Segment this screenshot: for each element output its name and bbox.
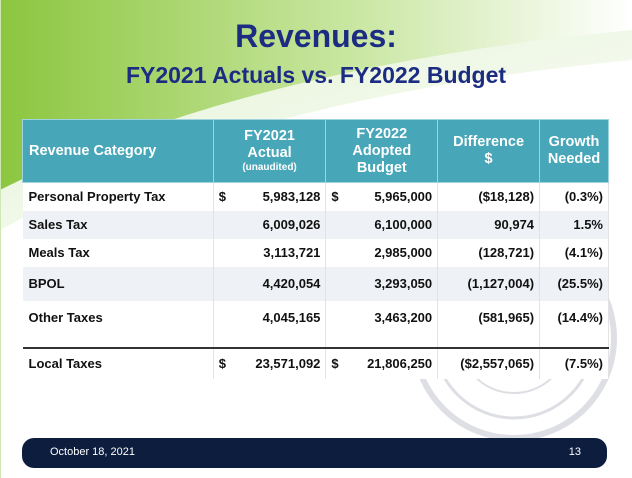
header-revenue-category: Revenue Category (22, 119, 214, 183)
row-fy2021-value: 5,983,128 (262, 189, 321, 205)
header-growth-line2: Needed (547, 151, 601, 167)
page-number: 13 (568, 446, 581, 458)
table-header-row: Revenue Category FY2021 Actual (unaudite… (22, 119, 609, 183)
row-category: Sales Tax (22, 210, 214, 239)
row-fy2022: $5,965,000 (325, 182, 439, 211)
total-category: Local Taxes (22, 347, 214, 379)
dollar-sign: $ (331, 189, 339, 205)
row-fy2021: $5,983,128 (213, 182, 327, 211)
row-fy2021-value: 3,113,721 (263, 245, 321, 260)
row-difference: ($18,128) (437, 182, 541, 211)
total-fy2022-value: 21,806,250 (367, 356, 433, 371)
row-growth: (4.1%) (539, 238, 609, 267)
spacer-cell (437, 334, 541, 349)
row-category: Personal Property Tax (22, 182, 214, 211)
header-fy2021-line2: Actual (247, 145, 292, 161)
row-difference: (581,965) (437, 300, 541, 335)
row-fy2022: 2,985,000 (325, 238, 439, 267)
row-growth: 1.5% (539, 210, 609, 239)
row-fy2021: 3,113,721 (213, 238, 327, 267)
row-fy2021-value: 6,009,026 (262, 217, 321, 232)
table-spacer-row (22, 334, 609, 349)
row-difference: (1,127,004) (437, 266, 541, 301)
row-growth: (25.5%) (539, 266, 609, 301)
row-fy2022: 3,293,050 (325, 266, 439, 301)
row-fy2022-value: 5,965,000 (374, 189, 433, 205)
footer-date: October 18, 2021 (50, 446, 136, 458)
table-row: Sales Tax 6,009,026 6,100,000 90,974 1.5… (22, 210, 609, 239)
row-category: Other Taxes (22, 300, 214, 335)
header-growth-needed: Growth Needed (539, 119, 609, 183)
row-growth: (0.3%) (539, 182, 609, 211)
header-fy2021-actual: FY2021 Actual (unaudited) (212, 119, 327, 183)
row-fy2021-value: 4,045,165 (262, 310, 321, 325)
table-row: Meals Tax 3,113,721 2,985,000 (128,721) … (22, 238, 609, 267)
spacer-cell (325, 334, 439, 349)
dollar-sign: $ (331, 356, 339, 371)
row-difference: 90,974 (437, 210, 541, 239)
row-fy2022-value: 3,463,200 (374, 310, 433, 325)
spacer-cell (539, 334, 609, 349)
total-fy2021-value: 23,571,092 (255, 356, 321, 371)
row-fy2022-value: 2,985,000 (374, 245, 433, 260)
row-category: BPOL (22, 266, 214, 301)
header-fy2022-line1: FY2022 (356, 125, 408, 142)
spacer-cell (213, 334, 327, 349)
header-fy2021-line1: FY2021 (244, 128, 295, 144)
row-difference: (128,721) (437, 238, 541, 267)
header-fy2022-line2: Adopted (352, 142, 412, 159)
header-fy2022-line3: Budget (356, 159, 407, 176)
header-fy2022-budget: FY2022 Adopted Budget (325, 119, 439, 183)
table-total-row: Local Taxes $23,571,092 $21,806,250 ($2,… (22, 347, 609, 379)
dollar-sign: $ (218, 356, 226, 371)
header-growth-line1: Growth (548, 134, 600, 150)
table-row: BPOL 4,420,054 3,293,050 (1,127,004) (25… (22, 266, 609, 301)
total-difference: ($2,557,065) (437, 347, 541, 379)
row-category: Meals Tax (22, 238, 214, 267)
row-growth: (14.4%) (539, 300, 609, 335)
row-fy2021: 4,420,054 (213, 266, 327, 301)
row-fy2022-value: 6,100,000 (374, 217, 433, 232)
header-difference-line1: Difference (453, 134, 525, 150)
dollar-sign: $ (218, 189, 226, 205)
table-row: Other Taxes 4,045,165 3,463,200 (581,965… (22, 300, 609, 335)
row-fy2021: 6,009,026 (213, 210, 327, 239)
table-row: Personal Property Tax $5,983,128 $5,965,… (22, 182, 609, 211)
header-fy2021-note: (unaudited) (242, 162, 297, 173)
total-growth: (7.5%) (539, 347, 609, 379)
revenue-table: Revenue Category FY2021 Actual (unaudite… (22, 119, 609, 379)
row-fy2021: 4,045,165 (213, 300, 327, 335)
row-fy2022-value: 3,293,050 (374, 276, 433, 291)
spacer-cell (22, 334, 214, 349)
footer-bar: October 18, 2021 13 (22, 438, 607, 468)
slide-subtitle: FY2021 Actuals vs. FY2022 Budget (125, 62, 507, 88)
total-fy2022: $21,806,250 (325, 347, 439, 379)
slide-title: Revenues: (235, 18, 397, 54)
row-fy2022: 3,463,200 (325, 300, 439, 335)
header-difference-line2: $ (484, 151, 493, 167)
row-fy2022: 6,100,000 (325, 210, 439, 239)
row-fy2021-value: 4,420,054 (262, 276, 321, 291)
header-difference: Difference $ (437, 119, 541, 183)
total-fy2021: $23,571,092 (213, 347, 327, 379)
